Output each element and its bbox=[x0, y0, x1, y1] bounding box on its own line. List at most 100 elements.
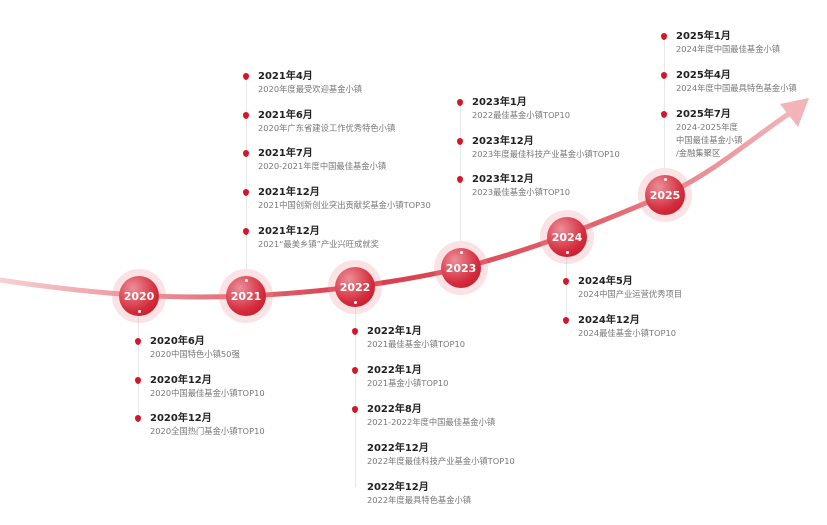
event-date: 2021年7月 bbox=[258, 148, 313, 159]
connector-line bbox=[138, 316, 139, 418]
event-date: 2021年6月 bbox=[258, 110, 313, 121]
bullet-icon bbox=[661, 33, 667, 40]
year-node-2021: 2021 bbox=[219, 269, 273, 323]
event-desc: 2021基金小镇TOP10 bbox=[367, 378, 449, 388]
event-date: 2022年12月 bbox=[367, 482, 429, 493]
bullet-icon bbox=[135, 377, 141, 384]
event-date: 2022年1月 bbox=[367, 365, 422, 376]
event-date: 2020年12月 bbox=[150, 413, 212, 424]
event-date: 2021年12月 bbox=[258, 226, 320, 237]
arrow-head bbox=[780, 98, 809, 127]
node-dot bbox=[459, 251, 463, 254]
award-event: 2023年12月 2023年度最佳科技产业基金小镇TOP10 bbox=[457, 135, 620, 161]
event-desc: 2020年广东省建设工作优秀特色小镇 bbox=[258, 123, 396, 133]
year-label: 2021 bbox=[230, 289, 262, 303]
bullet-icon bbox=[243, 150, 249, 157]
event-desc: 2021-2022年度中国最佳基金小镇 bbox=[367, 417, 496, 427]
award-event: 2022年1月 2021基金小镇TOP10 bbox=[352, 364, 449, 390]
bullet-icon bbox=[243, 73, 249, 80]
award-event: 2020年12月 2020中国最佳基金小镇TOP10 bbox=[135, 374, 265, 400]
event-desc: 2020中国特色小镇50强 bbox=[150, 349, 240, 359]
event-desc: 2023最佳基金小镇TOP10 bbox=[472, 187, 571, 197]
award-event: 2025年7月 2024-2025年度 中国最佳基金小镇 /金融集聚区 bbox=[661, 108, 743, 160]
event-date: 2024年5月 bbox=[578, 276, 633, 287]
year-label: 2025 bbox=[649, 188, 681, 202]
event-desc: 2024最佳基金小镇TOP10 bbox=[578, 328, 677, 338]
bullet-icon bbox=[563, 278, 569, 285]
connector-line bbox=[355, 307, 356, 487]
bullet-icon bbox=[661, 72, 667, 79]
event-desc: 2020年度最受欢迎基金小镇 bbox=[258, 84, 363, 94]
event-desc: 2024年度中国最佳基金小镇 bbox=[676, 44, 781, 54]
bullet-icon bbox=[457, 99, 463, 106]
award-event: 2024年12月 2024最佳基金小镇TOP10 bbox=[563, 314, 677, 340]
year-circle: 2024 bbox=[547, 217, 587, 257]
year-node-2023: 2023 bbox=[434, 241, 488, 295]
event-date: 2023年12月 bbox=[472, 174, 534, 185]
event-date: 2022年12月 bbox=[367, 443, 429, 454]
connector-line bbox=[664, 36, 665, 168]
year-node-2024: 2024 bbox=[540, 210, 594, 264]
event-desc: 2024-2025年度 中国最佳基金小镇 /金融集聚区 bbox=[676, 122, 743, 158]
bullet-icon bbox=[135, 415, 141, 422]
award-event: 2023年12月 2023最佳基金小镇TOP10 bbox=[457, 173, 571, 199]
year-node-2020: 2020 bbox=[112, 269, 166, 323]
bullet-icon bbox=[352, 367, 358, 374]
event-desc: 2022年度最具特色基金小镇 bbox=[367, 495, 472, 505]
event-date: 2020年12月 bbox=[150, 375, 212, 386]
bullet-icon bbox=[457, 138, 463, 145]
event-date: 2023年12月 bbox=[472, 136, 534, 147]
event-date: 2022年8月 bbox=[367, 404, 422, 415]
year-circle: 2025 bbox=[645, 175, 685, 215]
event-desc: 2024年度中国最具特色基金小镇 bbox=[676, 83, 797, 93]
event-date: 2025年4月 bbox=[676, 70, 731, 81]
event-desc: 2022年度最佳科技产业基金小镇TOP10 bbox=[367, 456, 515, 466]
bullet-icon bbox=[243, 228, 249, 235]
event-date: 2020年6月 bbox=[150, 336, 205, 347]
year-label: 2023 bbox=[445, 261, 477, 275]
event-date: 2023年1月 bbox=[472, 97, 527, 108]
bullet-icon bbox=[457, 176, 463, 183]
connector-line bbox=[566, 257, 567, 320]
event-desc: 2024中国产业运营优秀项目 bbox=[578, 289, 683, 299]
year-circle: 2021 bbox=[226, 276, 266, 316]
award-event: 2025年4月 2024年度中国最具特色基金小镇 bbox=[661, 69, 797, 95]
event-date: 2022年1月 bbox=[367, 326, 422, 337]
year-node-2025: 2025 bbox=[638, 168, 692, 222]
award-event: 2023年1月 2022最佳基金小镇TOP10 bbox=[457, 96, 571, 122]
event-date: 2021年12月 bbox=[258, 187, 320, 198]
connector-line bbox=[246, 76, 247, 269]
year-label: 2020 bbox=[123, 289, 155, 303]
award-event: 2022年8月 2021-2022年度中国最佳基金小镇 bbox=[352, 403, 496, 429]
award-event: 2024年5月 2024中国产业运营优秀项目 bbox=[563, 275, 683, 301]
award-event: 2022年12月 2022年度最具特色基金小镇 bbox=[367, 481, 471, 507]
event-desc: 2021最佳基金小镇TOP10 bbox=[367, 339, 466, 349]
award-event: 2021年7月 2020-2021年度中国最佳基金小镇 bbox=[243, 147, 387, 173]
event-desc: 2020中国最佳基金小镇TOP10 bbox=[150, 388, 265, 398]
bullet-icon bbox=[135, 338, 141, 345]
node-dot bbox=[663, 178, 667, 181]
node-dot bbox=[137, 310, 141, 313]
node-dot bbox=[565, 251, 569, 254]
year-label: 2022 bbox=[339, 280, 371, 294]
event-desc: 2022最佳基金小镇TOP10 bbox=[472, 110, 571, 120]
node-dot bbox=[353, 301, 357, 304]
year-circle: 2022 bbox=[335, 267, 375, 307]
connector-line bbox=[460, 102, 461, 241]
event-desc: 2021中国创新创业突出贡献奖基金小镇TOP30 bbox=[258, 200, 431, 210]
event-desc: 2020全国热门基金小镇TOP10 bbox=[150, 426, 265, 436]
year-circle: 2023 bbox=[441, 248, 481, 288]
award-event: 2025年1月 2024年度中国最佳基金小镇 bbox=[661, 30, 781, 56]
bullet-icon bbox=[661, 111, 667, 118]
award-event: 2022年12月 2022年度最佳科技产业基金小镇TOP10 bbox=[367, 442, 515, 468]
award-event: 2021年4月 2020年度最受欢迎基金小镇 bbox=[243, 70, 363, 96]
award-event: 2020年6月 2020中国特色小镇50强 bbox=[135, 335, 240, 361]
event-desc: 2020-2021年度中国最佳基金小镇 bbox=[258, 161, 387, 171]
event-date: 2024年12月 bbox=[578, 315, 640, 326]
year-label: 2024 bbox=[551, 230, 583, 244]
bullet-icon bbox=[243, 112, 249, 119]
event-desc: 2021“最美乡镇”产业兴旺成就奖 bbox=[258, 239, 379, 249]
node-dot bbox=[244, 279, 248, 282]
award-event: 2021年12月 2021中国创新创业突出贡献奖基金小镇TOP30 bbox=[243, 186, 431, 212]
